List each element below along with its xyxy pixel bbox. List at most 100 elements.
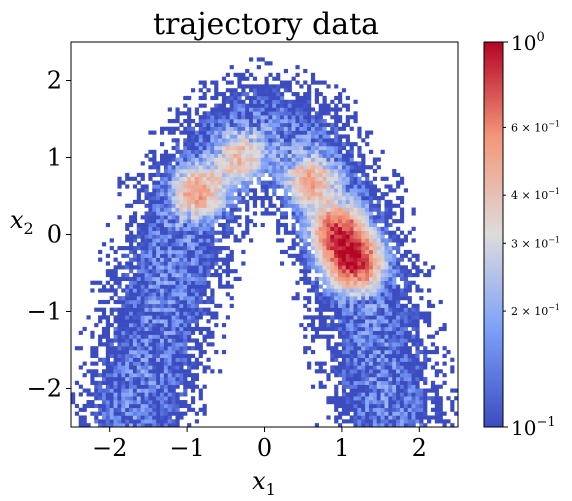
heatmap-cell [264, 188, 269, 193]
heatmap-cell [330, 126, 335, 131]
heatmap-cell [78, 330, 83, 335]
heatmap-cell [307, 288, 312, 293]
heatmap-cell [365, 261, 370, 266]
heatmap-cell [198, 149, 203, 154]
heatmap-cell [190, 388, 196, 393]
heatmap-cell [372, 222, 378, 228]
heatmap-cell [322, 292, 327, 297]
heatmap-cell [403, 400, 408, 405]
heatmap-cell [399, 199, 405, 204]
heatmap-cell [260, 122, 265, 127]
heatmap-cell [94, 388, 99, 393]
heatmap-cell [372, 169, 378, 174]
heatmap-cell [171, 249, 176, 255]
heatmap-cell [156, 234, 161, 239]
heatmap-cell [357, 145, 362, 151]
heatmap-cell [310, 142, 316, 147]
heatmap-cell [260, 126, 265, 131]
heatmap-cell [152, 392, 157, 397]
heatmap-cell [380, 357, 385, 362]
heatmap-cell [163, 273, 169, 278]
heatmap-cell [179, 338, 184, 343]
heatmap-cell [241, 103, 246, 108]
heatmap-cell [167, 388, 172, 393]
heatmap-cell [245, 169, 250, 174]
heatmap-cell [291, 107, 296, 112]
heatmap-cell [299, 130, 304, 135]
heatmap-cell [214, 199, 219, 204]
heatmap-cell [167, 365, 172, 370]
heatmap-cell [326, 134, 331, 139]
heatmap-cell [175, 246, 180, 251]
heatmap-cell [434, 373, 439, 378]
heatmap-cell [125, 334, 130, 339]
heatmap-cell [330, 122, 335, 127]
heatmap-cell [322, 265, 327, 270]
heatmap-cell [399, 342, 405, 347]
heatmap-cell [94, 396, 99, 401]
heatmap-cell [160, 215, 165, 220]
heatmap-cell [310, 334, 316, 339]
heatmap-cell [140, 184, 145, 189]
heatmap-cell [430, 400, 436, 405]
heatmap-cell [310, 238, 316, 243]
heatmap-cell [252, 165, 258, 170]
heatmap-cell [357, 400, 362, 405]
heatmap-cell [314, 334, 319, 339]
heatmap-cell [326, 257, 331, 262]
heatmap-cell [338, 192, 343, 197]
heatmap-cell [237, 207, 242, 212]
heatmap-cell [160, 369, 165, 374]
heatmap-cell [101, 388, 107, 393]
heatmap-cell [322, 296, 327, 301]
heatmap-cell [206, 169, 211, 174]
heatmap-cell [357, 311, 362, 316]
heatmap-cell [407, 284, 412, 289]
heatmap-cell [129, 323, 134, 328]
heatmap-cell [152, 307, 157, 312]
heatmap-cell [357, 419, 362, 424]
heatmap-cell [218, 207, 223, 212]
heatmap-cell [152, 350, 157, 355]
heatmap-cell [423, 380, 428, 385]
heatmap-cell [171, 380, 176, 385]
heatmap-cell [326, 303, 331, 308]
heatmap-cell [353, 180, 358, 185]
heatmap-cell [423, 357, 428, 362]
heatmap-cell [210, 192, 215, 197]
heatmap-cell [326, 234, 331, 239]
heatmap-cell [291, 199, 296, 204]
heatmap-cell [237, 215, 242, 220]
heatmap-cell [276, 84, 281, 89]
heatmap-cell [361, 211, 366, 216]
heatmap-cell [434, 419, 439, 424]
heatmap-cell [175, 265, 180, 270]
heatmap-cell [163, 292, 169, 297]
heatmap-cell [105, 407, 110, 412]
heatmap-cell [384, 230, 389, 235]
heatmap-cell [156, 219, 161, 224]
heatmap-cell [341, 315, 347, 320]
heatmap-cell [303, 230, 308, 235]
heatmap-cell [249, 107, 254, 112]
heatmap-cell [140, 323, 145, 328]
heatmap-cell [361, 419, 366, 424]
heatmap-cell [190, 145, 196, 151]
heatmap-cell [175, 253, 180, 258]
heatmap-cell [361, 169, 366, 174]
heatmap-cell [218, 211, 223, 216]
heatmap-cell [214, 203, 219, 208]
heatmap-cell [202, 122, 207, 127]
heatmap-cell [113, 384, 118, 389]
heatmap-cell [144, 376, 149, 382]
heatmap-cell [140, 357, 145, 362]
heatmap-cell [291, 188, 296, 193]
heatmap-cell [334, 265, 339, 270]
heatmap-cell [392, 238, 397, 243]
heatmap-cell [365, 230, 370, 235]
heatmap-cell [167, 234, 172, 239]
heatmap-cell [314, 292, 319, 297]
heatmap-cell [361, 261, 366, 266]
heatmap-cell [299, 176, 304, 181]
heatmap-cell [264, 165, 269, 170]
